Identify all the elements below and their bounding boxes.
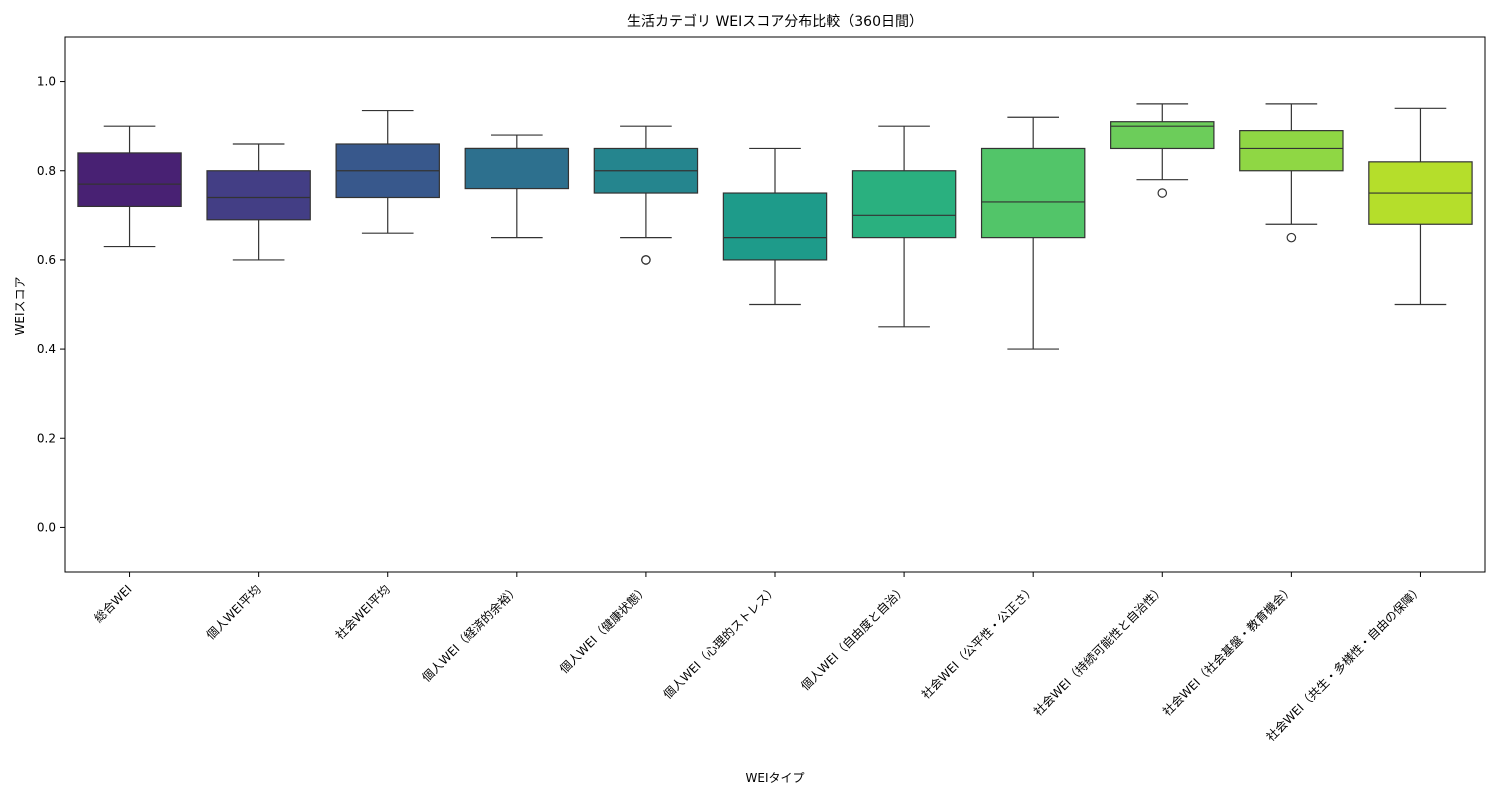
x-tick-label: 個人WEI（経済的余裕） <box>419 582 522 685</box>
box-body <box>206 170 311 221</box>
x-axis-title: WEIタイプ <box>746 771 805 785</box>
x-tick-label: 社会WEI（公平性・公正さ） <box>918 582 1038 702</box>
y-tick-label: 0.8 <box>37 164 56 178</box>
y-tick-label: 0.6 <box>37 253 56 267</box>
box-group <box>77 125 182 248</box>
boxes-layer <box>77 103 1473 350</box>
box-group <box>980 116 1086 350</box>
box-group <box>206 143 311 261</box>
box-group <box>722 147 828 306</box>
box-group <box>1368 107 1473 306</box>
box-group <box>464 134 570 239</box>
y-tick-label: 1.0 <box>37 75 56 89</box>
x-tick-label: 個人WEI（心理的ストレス） <box>660 582 780 702</box>
box-body <box>464 147 570 190</box>
y-axis: 0.0 0.2 0.4 0.6 0.8 1.0 <box>37 75 65 534</box>
x-tick-label: 社会WEI（社会基盤・教育機会） <box>1159 582 1296 719</box>
box-body <box>851 170 957 239</box>
plot-frame <box>64 36 1486 573</box>
outlier-point <box>1286 232 1297 243</box>
box-group <box>1239 103 1344 243</box>
box-group <box>851 125 957 328</box>
outlier-point <box>1157 188 1168 198</box>
x-tick-label: 個人WEI（健康状態） <box>556 582 651 677</box>
x-tick-label: 社会WEI（共生・多様性・自由の保障） <box>1263 582 1426 745</box>
box-body <box>722 192 828 261</box>
box-group <box>1110 103 1215 198</box>
y-axis-title: WEIスコア <box>13 277 27 336</box>
y-tick-label: 0.4 <box>37 342 56 356</box>
x-axis: 総合WEI 個人WEI平均 社会WEI平均 個人WEI（経済的余裕） 個人WEI（健康状… <box>91 572 1426 744</box>
chart-title: 生活カテゴリ WEIスコア分布比較（360日間） <box>627 13 923 30</box>
y-tick-label: 0.2 <box>37 431 56 445</box>
x-tick-label: 社会WEI（持続可能性と自治性） <box>1030 582 1167 719</box>
box-group <box>335 109 440 234</box>
box-body <box>1239 130 1344 172</box>
x-tick-label: 社会WEI平均 <box>332 582 393 643</box>
box-body <box>77 152 182 208</box>
x-tick-label: 総合WEI <box>91 582 135 626</box>
box-group <box>593 125 699 265</box>
x-tick-label: 個人WEI（自由度と自治） <box>797 582 909 694</box>
y-tick-label: 0.0 <box>37 520 56 534</box>
x-tick-label: 個人WEI平均 <box>204 582 264 642</box>
box-body <box>980 147 1086 239</box>
outlier-point <box>641 255 651 265</box>
